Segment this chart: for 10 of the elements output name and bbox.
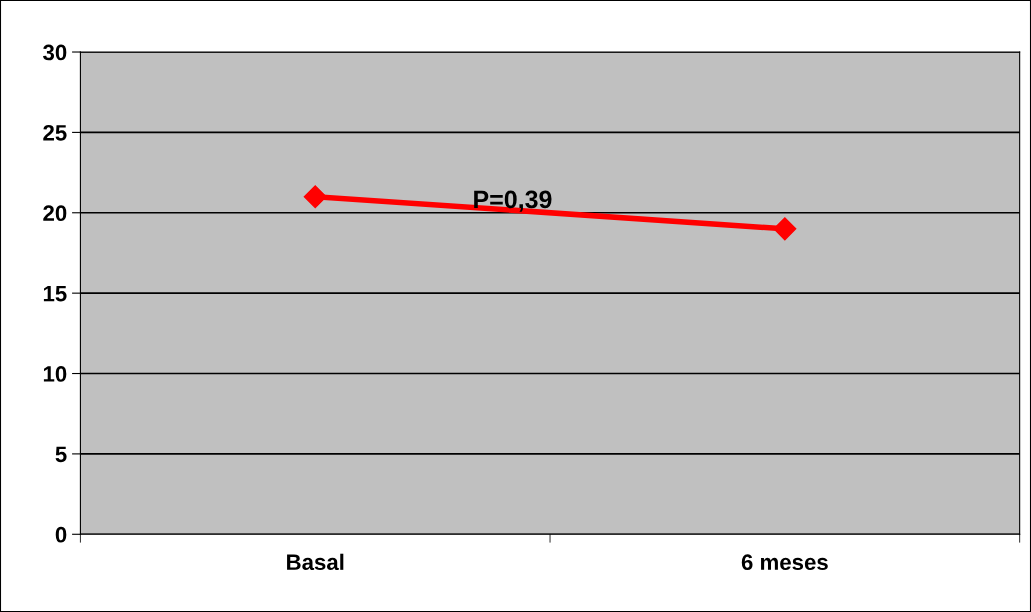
annotation: P=0,39 bbox=[474, 190, 552, 212]
y-tick-label: 30 bbox=[43, 44, 67, 61]
y-tick-label: 20 bbox=[43, 205, 67, 222]
y-tick-label: 0 bbox=[55, 526, 67, 543]
y-tick-label: 15 bbox=[43, 285, 67, 302]
y-tick-label: 25 bbox=[43, 124, 67, 141]
y-tick-label: 10 bbox=[43, 366, 67, 382]
x-tick-label: 6 meses bbox=[741, 554, 828, 571]
x-tick-label: Basal bbox=[287, 553, 344, 571]
y-tick-label: 5 bbox=[55, 446, 67, 463]
